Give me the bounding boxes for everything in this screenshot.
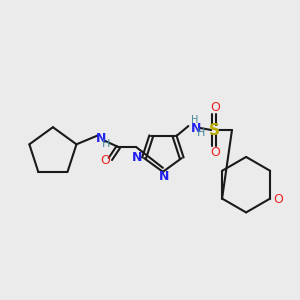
Text: O: O [100,154,110,167]
Text: H: H [102,139,111,149]
Text: O: O [273,193,283,206]
Text: H: H [191,115,198,125]
Text: N: N [191,122,202,134]
Text: O: O [210,146,220,159]
Text: N: N [132,151,142,164]
Text: O: O [210,101,220,114]
Text: H: H [197,128,206,138]
Text: S: S [209,122,220,137]
Text: N: N [96,132,106,145]
Text: N: N [159,170,169,183]
